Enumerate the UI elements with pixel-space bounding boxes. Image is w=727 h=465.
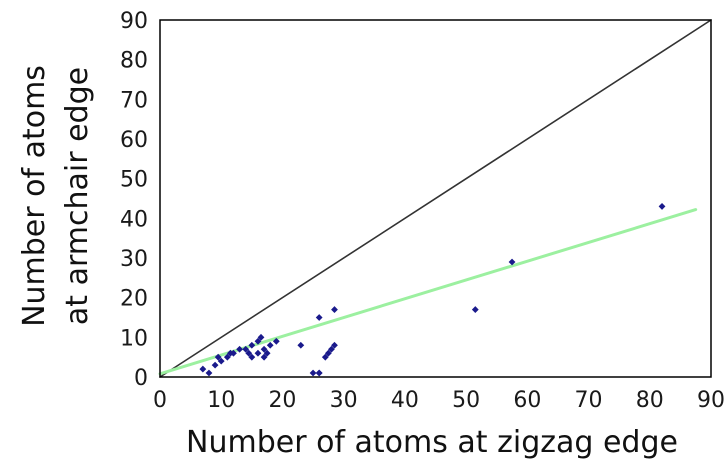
data-point (309, 369, 317, 377)
y-tick-label: 30 (120, 247, 148, 272)
x-tick-label: 40 (391, 388, 419, 413)
data-point (217, 357, 225, 365)
fit-line (158, 208, 698, 376)
data-point (230, 349, 237, 357)
data-point (254, 349, 262, 357)
data-point (331, 341, 338, 349)
x-tick-label: 80 (636, 388, 664, 413)
data-point (658, 203, 666, 210)
y-tick-label: 20 (120, 287, 148, 312)
data-point (214, 353, 222, 361)
y-tick-label: 90 (120, 9, 148, 34)
data-points (199, 203, 666, 377)
data-point (471, 306, 479, 313)
data-point (315, 369, 323, 377)
x-tick-label: 70 (575, 388, 603, 413)
y-tick-label: 40 (120, 207, 148, 232)
data-point (248, 341, 256, 349)
data-point (223, 353, 231, 361)
y-tick-label: 0 (134, 366, 148, 391)
data-point (260, 345, 268, 353)
y-axis-title-line-2: at armchair edge (60, 67, 95, 325)
data-point (272, 337, 280, 345)
x-tick-label: 30 (330, 388, 358, 413)
data-point (199, 365, 207, 373)
data-point (321, 353, 329, 361)
identity-line (159, 19, 712, 378)
data-point (260, 353, 268, 361)
plot-frame (159, 19, 712, 378)
data-point (242, 345, 250, 353)
x-tick-label: 50 (452, 388, 480, 413)
y-tick-label: 70 (120, 88, 148, 113)
y-tick-label: 10 (120, 326, 148, 351)
y-tick-label: 60 (120, 128, 148, 153)
y-tick-label: 50 (120, 168, 148, 193)
data-point (245, 349, 253, 357)
data-point (205, 369, 213, 377)
x-tick-label: 0 (153, 388, 167, 413)
y-tick-label: 80 (120, 49, 148, 74)
data-point (297, 341, 305, 349)
data-point (328, 345, 335, 353)
data-point (324, 349, 332, 357)
fit-lines (158, 19, 712, 378)
x-axis-title: Number of atoms at zigzag edge (186, 425, 678, 460)
x-tick-label: 10 (207, 388, 235, 413)
data-point (257, 333, 265, 341)
data-point (254, 337, 262, 345)
data-point (315, 314, 323, 321)
data-point (263, 349, 271, 357)
data-point (331, 306, 338, 313)
x-tick-label: 20 (268, 388, 296, 413)
x-axis-ticks: 0 10 20 30 40 50 60 70 80 90 (153, 388, 725, 413)
data-point (248, 353, 256, 361)
data-point (236, 345, 243, 353)
y-axis-ticks: 0 10 20 30 40 50 60 70 80 90 (120, 9, 148, 391)
data-point (508, 258, 516, 266)
y-axis-title-line-1: Number of atoms (17, 65, 52, 327)
x-tick-label: 90 (697, 388, 725, 413)
x-tick-label: 60 (513, 388, 541, 413)
data-point (266, 341, 274, 349)
data-point (211, 361, 219, 369)
